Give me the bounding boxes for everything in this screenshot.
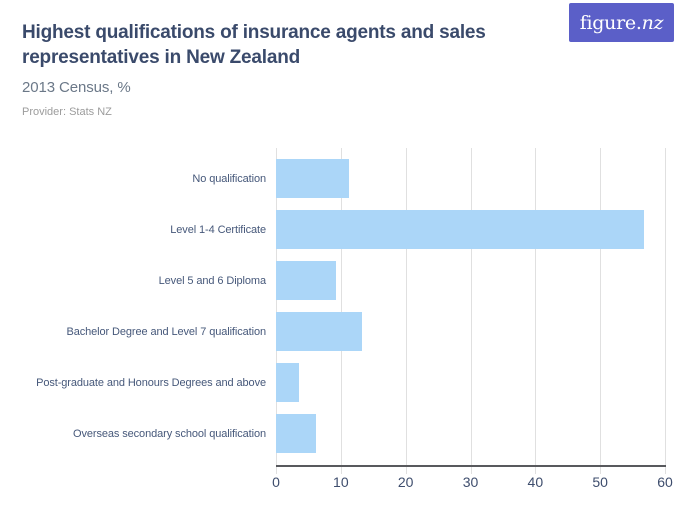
bar-1 (276, 210, 645, 249)
category-label: Bachelor Degree and Level 7 qualificatio… (66, 325, 266, 338)
gridline-30 (470, 148, 472, 474)
chart-subtitle: 2013 Census, % (22, 79, 131, 96)
figure-nz-logo[interactable]: figure.nz (569, 3, 674, 42)
category-label: Level 1-4 Certificate (170, 223, 266, 236)
provider-credit: Provider: Stats NZ (22, 106, 112, 118)
gridline-60 (664, 148, 666, 474)
x-tick-label: 50 (592, 474, 608, 490)
category-label: Overseas secondary school qualification (73, 427, 266, 440)
bar-3 (276, 312, 362, 351)
x-tick-label: 40 (527, 474, 544, 490)
chart-title: Highest qualifications of insurance agen… (22, 22, 486, 68)
category-label: No qualification (192, 172, 266, 185)
gridline-0 (275, 148, 277, 474)
bar-5 (276, 414, 316, 453)
gridline-40 (534, 148, 536, 474)
x-axis-line (276, 465, 666, 467)
chart-plot-area (275, 148, 666, 474)
bar-0 (276, 159, 350, 198)
x-tick-label: 60 (657, 474, 673, 490)
bar-2 (276, 261, 336, 300)
figure-nz-logo-text: figure.nz (579, 11, 664, 34)
gridline-50 (599, 148, 601, 474)
x-tick-label: 0 (272, 474, 280, 490)
x-tick-label: 30 (462, 474, 479, 490)
category-label: Level 5 and 6 Diploma (158, 274, 266, 287)
x-tick-label: 10 (333, 474, 349, 490)
category-label: Post-graduate and Honours Degrees and ab… (36, 376, 266, 389)
gridline-10 (340, 148, 342, 474)
gridline-20 (405, 148, 407, 474)
x-tick-label: 20 (397, 474, 414, 490)
bar-4 (276, 363, 299, 402)
